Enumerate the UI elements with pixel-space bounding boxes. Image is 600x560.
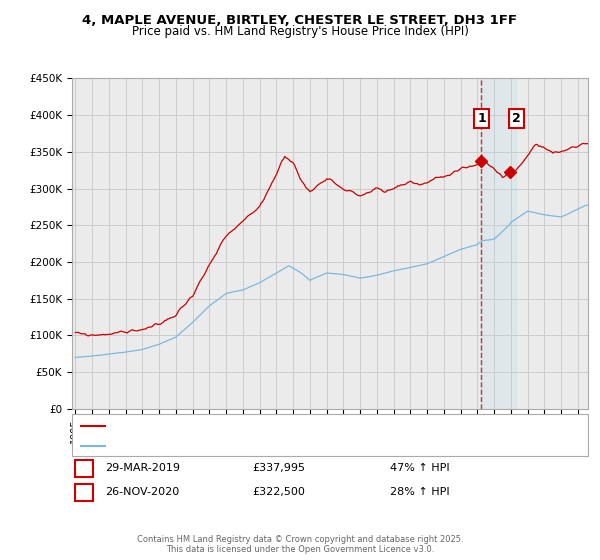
- Text: 26-NOV-2020: 26-NOV-2020: [105, 487, 179, 497]
- Text: 29-MAR-2019: 29-MAR-2019: [105, 463, 180, 473]
- Text: 1: 1: [477, 113, 486, 125]
- Text: 2: 2: [80, 487, 88, 497]
- Text: £337,995: £337,995: [252, 463, 305, 473]
- Text: Price paid vs. HM Land Registry's House Price Index (HPI): Price paid vs. HM Land Registry's House …: [131, 25, 469, 38]
- Text: 28% ↑ HPI: 28% ↑ HPI: [390, 487, 449, 497]
- Text: Contains HM Land Registry data © Crown copyright and database right 2025.
This d: Contains HM Land Registry data © Crown c…: [137, 535, 463, 554]
- Text: 47% ↑ HPI: 47% ↑ HPI: [390, 463, 449, 473]
- Text: 1: 1: [80, 463, 88, 473]
- Text: HPI: Average price, detached house, Gateshead: HPI: Average price, detached house, Gate…: [109, 441, 348, 451]
- Bar: [481, 78, 516, 409]
- Text: £322,500: £322,500: [252, 487, 305, 497]
- Text: 4, MAPLE AVENUE, BIRTLEY, CHESTER LE STREET, DH3 1FF (detached house): 4, MAPLE AVENUE, BIRTLEY, CHESTER LE STR…: [109, 421, 492, 431]
- Text: 4, MAPLE AVENUE, BIRTLEY, CHESTER LE STREET, DH3 1FF: 4, MAPLE AVENUE, BIRTLEY, CHESTER LE STR…: [83, 14, 517, 27]
- Text: 2: 2: [512, 113, 521, 125]
